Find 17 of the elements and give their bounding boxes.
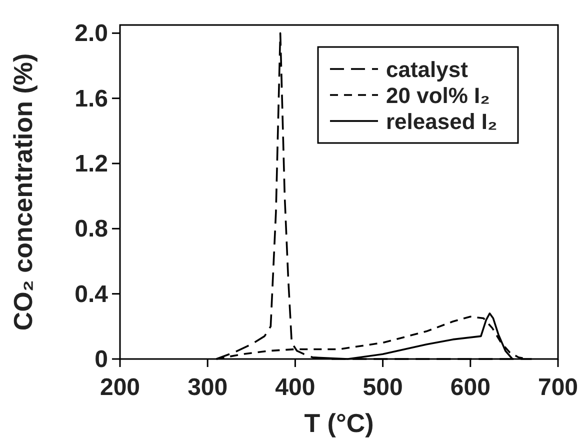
y-tick-label: 0.8 — [74, 216, 108, 243]
x-tick-label: 200 — [100, 374, 140, 401]
y-axis-title: CO₂ concentration (%) — [8, 53, 38, 331]
y-tick-label: 0.4 — [74, 280, 109, 308]
x-tick-label: 500 — [362, 374, 403, 401]
y-tick-label: 1.2 — [74, 150, 108, 178]
x-tick-label: 300 — [188, 374, 228, 401]
x-tick-label: 700 — [538, 374, 578, 401]
y-tick-label: 1.6 — [74, 85, 108, 112]
legend-label: 20 vol% I₂ — [386, 83, 490, 108]
x-axis-title: T (°C) — [304, 408, 374, 438]
y-tick-label: 2.0 — [74, 20, 108, 48]
x-tick-label: 400 — [275, 374, 316, 401]
y-tick-label: 0 — [94, 346, 108, 373]
x-tick-label: 600 — [450, 374, 490, 401]
legend-label: released I₂ — [386, 109, 498, 134]
legend-label: catalyst — [386, 57, 469, 82]
